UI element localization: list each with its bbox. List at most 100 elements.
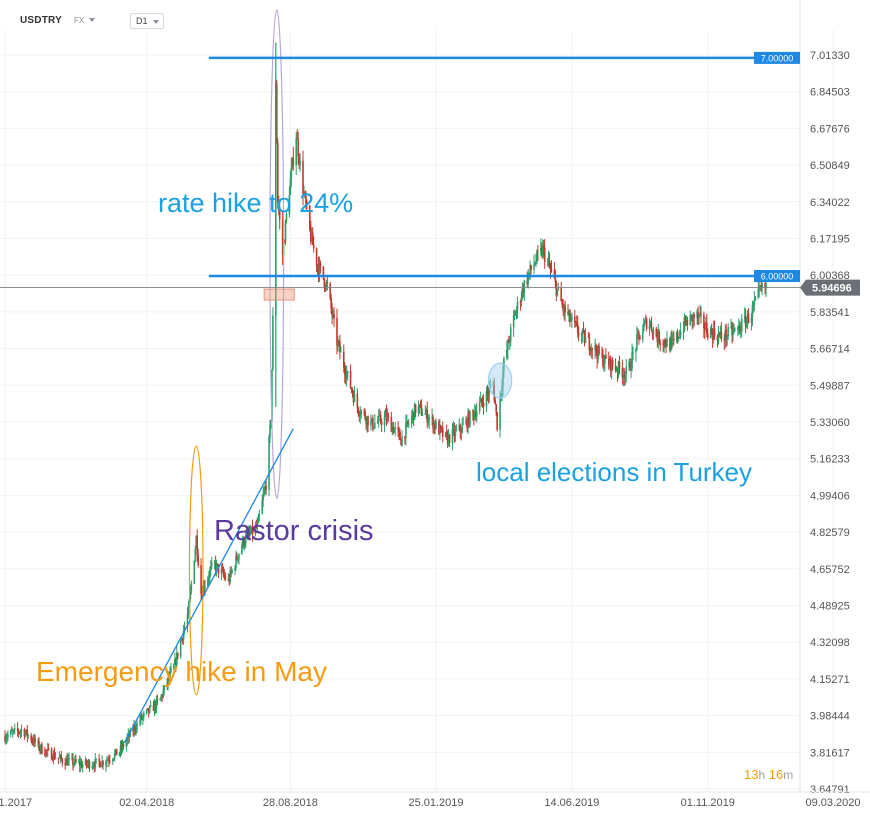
candle-body [724, 329, 727, 341]
level-label: 7.00000 [761, 53, 794, 63]
candle-body [752, 305, 755, 307]
candle-body [241, 545, 243, 555]
candle-body [697, 311, 699, 318]
timeframe-select[interactable]: D1 [130, 13, 164, 29]
candle-body [696, 311, 698, 318]
candle-body [278, 210, 281, 220]
candle-body [664, 340, 666, 345]
candle-body [719, 331, 722, 335]
candle-body [81, 764, 84, 768]
candle-body [615, 369, 618, 371]
candle-body [693, 314, 695, 318]
candle-body [174, 659, 176, 665]
candle-body [630, 368, 632, 370]
candle-body [349, 371, 352, 389]
candle-body [704, 328, 706, 330]
candle-body [453, 428, 456, 437]
candle-body [672, 339, 674, 341]
candle-body [284, 220, 287, 243]
candle-body [413, 404, 416, 420]
candle-body [670, 339, 672, 351]
candle-body [126, 737, 129, 741]
candle-body [717, 333, 720, 342]
candle-body [385, 413, 388, 420]
candle-body [255, 526, 258, 528]
candle-body [475, 411, 478, 417]
candle-body [624, 374, 627, 379]
candle-body [765, 283, 767, 288]
candle-body [677, 337, 680, 339]
candle-body [91, 766, 94, 769]
candle-body [473, 412, 475, 418]
candle-body [310, 232, 313, 242]
candle-body [111, 759, 114, 761]
candle-body [23, 729, 26, 737]
level-label: 6.00000 [761, 272, 794, 282]
candle-body [330, 297, 332, 309]
candle-body [575, 322, 578, 324]
candle-body [251, 526, 254, 535]
candle-body [24, 732, 27, 737]
candle-body [326, 282, 329, 284]
y-tick-label: 6.34022 [810, 197, 850, 209]
candle-body [588, 336, 591, 351]
candle-body [662, 343, 664, 345]
candle-body [346, 371, 349, 374]
candle-body [187, 606, 190, 615]
candle-body [428, 417, 430, 421]
candle-body [30, 735, 33, 741]
candle-body [6, 737, 8, 739]
y-tick-label: 6.67676 [810, 123, 850, 135]
candle-body [629, 361, 631, 370]
candle-body [261, 500, 264, 515]
candle-body [733, 329, 735, 331]
y-tick-label: 4.82579 [810, 527, 850, 539]
chart-grid [0, 30, 834, 792]
x-tick-label: 14.06.2019 [544, 797, 599, 809]
candle-body [570, 320, 572, 322]
candle-body [222, 569, 225, 575]
candle-body [564, 305, 566, 313]
candle-body [33, 737, 35, 744]
candle-body [258, 514, 261, 517]
candle-body [636, 334, 638, 350]
market-label[interactable]: FX [74, 16, 85, 25]
candle-body [139, 720, 141, 723]
candle-body [309, 229, 312, 242]
y-tick-label: 4.48925 [810, 601, 850, 613]
candle-body [595, 345, 597, 353]
candle-body [101, 761, 103, 767]
candle-body [515, 309, 518, 316]
y-tick-label: 5.16233 [810, 454, 850, 466]
candle-body [683, 316, 686, 331]
candle-body [616, 369, 619, 373]
candle-body [256, 522, 259, 528]
annotation-label: Rastor crisis [214, 515, 374, 547]
candle-body [194, 548, 197, 561]
candle-body [509, 327, 512, 342]
candle-body [227, 578, 230, 580]
timer-minutes: 16 [768, 767, 784, 782]
candle-body [391, 426, 394, 432]
candle-body [665, 344, 667, 347]
candle-body [380, 421, 383, 425]
candle-body [57, 757, 60, 759]
candle-body [37, 740, 39, 743]
chevron-down-icon[interactable] [89, 18, 95, 22]
candle-body [7, 734, 9, 738]
ellipse-elections [487, 362, 513, 399]
candle-body [285, 214, 288, 221]
candle-body [112, 758, 115, 760]
candle-body [183, 626, 186, 631]
symbol-label[interactable]: USDTRY [20, 15, 62, 26]
candle-body [133, 726, 135, 732]
candle-body [478, 402, 481, 412]
candle-body [700, 313, 702, 315]
candle-body [516, 301, 519, 310]
candle-body [312, 244, 315, 249]
candle-body [295, 138, 298, 166]
candle-body [723, 338, 726, 341]
candle-body [494, 399, 496, 405]
